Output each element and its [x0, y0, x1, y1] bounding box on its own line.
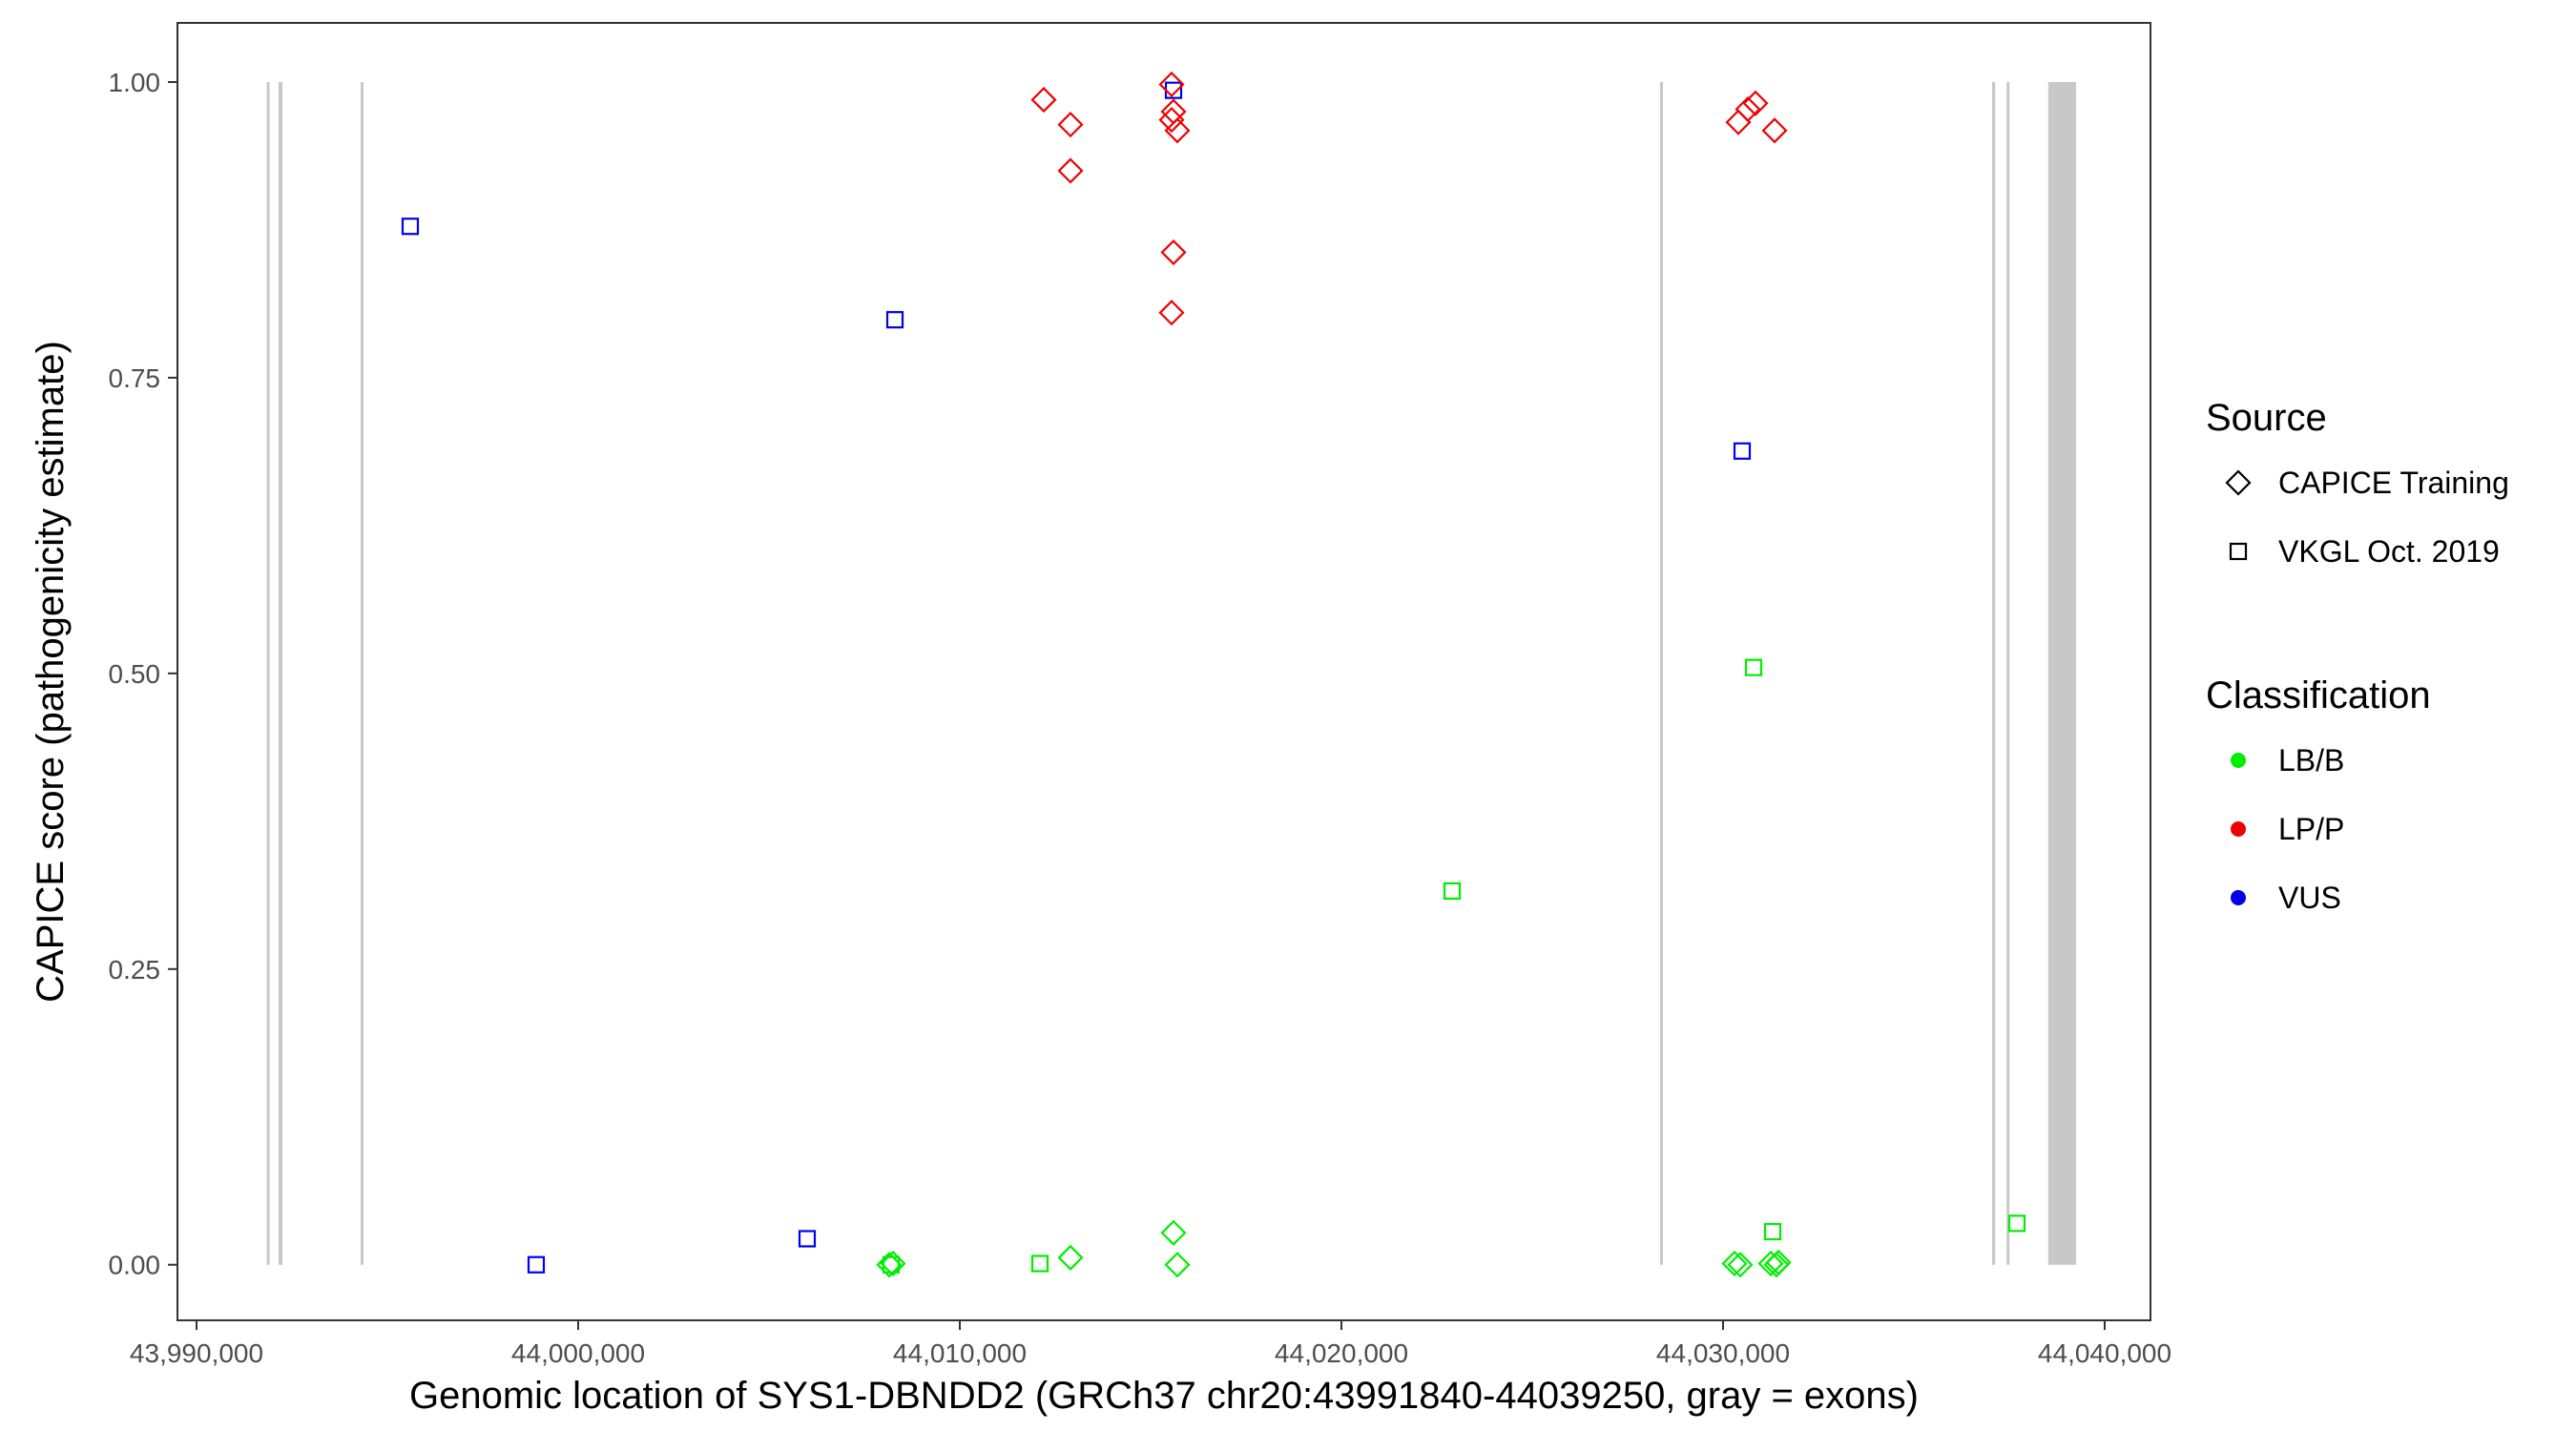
capice-training-point: [1164, 117, 1191, 144]
legend-key-dot: [2231, 821, 2246, 837]
legend-classification-label: LP/P: [2278, 812, 2344, 846]
capice-training-point: [1160, 238, 1187, 266]
vkgl-point: [2007, 1214, 2026, 1233]
vkgl-point: [1733, 442, 1752, 460]
legend-source-title: Source: [2206, 397, 2327, 439]
legend-classification-label: LB/B: [2278, 743, 2344, 778]
exon-band: [1660, 81, 1663, 1265]
legend-key-dot: [2231, 753, 2246, 768]
x-tick-label: 43,990,000: [130, 1338, 263, 1368]
exon-band: [2047, 81, 2076, 1265]
legend: Source Classification CAPICE Training VKG…: [2206, 397, 2509, 915]
exon-band: [2006, 81, 2010, 1265]
capice-training-point: [876, 1252, 903, 1278]
axes: 43,990,000 44,000,000 44,010,000 44,020,000…: [109, 68, 2172, 1368]
y-tick-label: 0.75: [109, 363, 161, 393]
exon-band: [266, 81, 270, 1265]
exon-band: [279, 81, 282, 1265]
legend-classification-title: Classification: [2206, 674, 2431, 716]
capice-training-point: [1735, 95, 1761, 123]
exon-bands: [266, 81, 2076, 1265]
capice-training-point: [1721, 1250, 1748, 1277]
y-tick-label: 0.50: [109, 659, 161, 689]
legend-source-label: VKGL Oct. 2019: [2278, 534, 2500, 569]
capice-training-point: [1158, 107, 1185, 134]
capice-training-point: [1757, 1250, 1784, 1277]
capice-training-point: [1030, 87, 1057, 114]
capice-training-point: [1164, 1252, 1191, 1278]
y-axis-title: CAPICE score (pathogenicity estimate): [30, 341, 72, 1003]
vkgl-point: [1443, 881, 1462, 901]
x-tick-label: 44,000,000: [511, 1338, 645, 1368]
legend-source-label: CAPICE Training: [2278, 466, 2509, 500]
plot-panel-border: [177, 22, 2151, 1321]
vkgl-point: [885, 311, 904, 329]
capice-training-point: [1725, 109, 1752, 135]
vkgl-point: [527, 1255, 546, 1274]
y-tick-label: 0.00: [109, 1251, 161, 1280]
capice-training-point: [1158, 71, 1185, 98]
vkgl-point: [1164, 81, 1183, 99]
capice-training-point: [1742, 90, 1769, 116]
x-axis-title: Genomic location of SYS1-DBNDD2 (GRCh37 …: [409, 1375, 1919, 1417]
x-tick-label: 44,010,000: [893, 1338, 1027, 1368]
exon-band: [1992, 81, 1996, 1265]
x-tick-label: 44,030,000: [1656, 1338, 1790, 1368]
y-tick-label: 1.00: [109, 68, 161, 97]
vkgl-point: [1030, 1255, 1049, 1273]
capice-training-point: [1158, 300, 1185, 326]
capice-training-point: [1057, 157, 1084, 184]
vkgl-point: [401, 218, 420, 236]
data-points: [401, 71, 2026, 1278]
vkgl-point: [1744, 658, 1763, 676]
y-tick-label: 0.25: [109, 955, 161, 985]
capice-training-point: [880, 1250, 906, 1277]
legend-key-diamond: [2225, 469, 2252, 496]
capice-training-point: [1057, 112, 1084, 138]
capice-training-point: [1160, 1219, 1187, 1246]
vkgl-point: [798, 1230, 817, 1248]
capice-training-point: [1727, 1252, 1754, 1278]
x-tick-label: 44,020,000: [1275, 1338, 1408, 1368]
x-tick-label: 44,040,000: [2038, 1338, 2171, 1368]
capice-training-point: [1761, 117, 1788, 144]
legend-key-square: [2229, 542, 2248, 561]
legend-classification-label: VUS: [2278, 881, 2341, 915]
capice-training-point: [1765, 1249, 1792, 1275]
legend-key-dot: [2231, 890, 2246, 905]
exon-band: [361, 81, 364, 1265]
vkgl-point: [1763, 1222, 1782, 1241]
capice-training-point: [1057, 1244, 1084, 1271]
